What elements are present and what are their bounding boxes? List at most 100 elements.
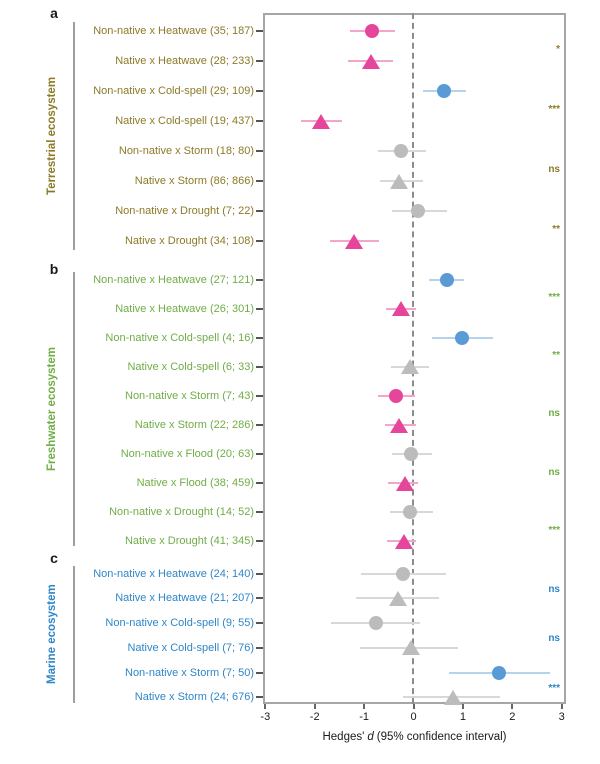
effect-marker-circle <box>410 204 425 219</box>
row-label: Non-native x Cold-spell (4; 16) <box>105 331 254 344</box>
row-label: Native x Drought (41; 345) <box>124 535 254 548</box>
row-label: Non-native x Heatwave (35; 187) <box>93 25 254 37</box>
x-axis-tick <box>412 704 415 709</box>
x-axis-title-suffix: (95% confidence interval) <box>376 731 507 743</box>
y-axis-tick <box>256 622 263 625</box>
row-label: Non-native x Heatwave (27; 121) <box>93 273 254 286</box>
ecosystem-bracket-marine <box>73 566 75 703</box>
y-axis-tick <box>256 336 263 339</box>
effect-marker-circle <box>393 144 408 159</box>
y-axis-tick <box>256 453 263 456</box>
y-axis-tick <box>256 180 263 183</box>
row-label: Non-native x Drought (14; 52) <box>109 506 254 519</box>
significance-label: *** <box>548 104 560 116</box>
panel-letter-b: b <box>49 261 59 277</box>
x-axis-title-prefix: Hedges' <box>322 731 365 743</box>
significance-label: *** <box>548 524 560 536</box>
row-label: Non-native x Cold-spell (29; 109) <box>93 85 254 98</box>
x-axis-tick <box>511 704 514 709</box>
x-axis-tick-label: -1 <box>359 711 369 723</box>
significance-label: ns <box>548 633 560 645</box>
effect-marker-circle <box>436 84 451 99</box>
x-axis-tick <box>363 704 366 709</box>
row-label: Native x Drought (34; 108) <box>124 235 254 248</box>
y-axis-tick <box>256 90 263 93</box>
row-label: Non-native x Flood (20; 63) <box>120 448 254 461</box>
row-label: Native x Cold-spell (7; 76) <box>127 641 254 654</box>
significance-label: *** <box>548 682 560 694</box>
plot-frame <box>263 13 566 704</box>
y-axis-tick <box>256 210 263 213</box>
y-axis-tick <box>256 540 263 543</box>
row-label: Native x Cold-spell (19; 437) <box>115 115 254 128</box>
effect-marker-triangle <box>390 173 409 189</box>
row-label: Native x Flood (38; 459) <box>136 477 254 490</box>
x-axis-title: Hedges' d (95% confidence interval) <box>263 731 566 743</box>
effect-marker-circle <box>402 505 417 520</box>
row-label: Native x Heatwave (28; 233) <box>115 55 254 68</box>
y-axis-tick <box>256 646 263 649</box>
row-label: Native x Heatwave (21; 207) <box>115 592 254 605</box>
significance-label: ns <box>548 466 560 478</box>
row-label: Native x Storm (24; 676) <box>134 691 254 704</box>
effect-marker-circle <box>492 665 507 680</box>
y-axis-tick <box>256 240 263 243</box>
significance-label: ** <box>552 350 560 362</box>
y-axis-tick <box>256 120 263 123</box>
y-axis-tick <box>256 150 263 153</box>
y-axis-tick <box>256 424 263 426</box>
effect-marker-triangle <box>390 417 409 433</box>
row-label: Non-native x Heatwave (24; 140) <box>93 567 254 580</box>
effect-marker-circle <box>395 566 410 581</box>
x-axis-tick <box>313 704 316 709</box>
row-label: Native x Storm (22; 286) <box>134 419 254 431</box>
effect-marker-triangle <box>396 475 415 491</box>
effect-marker-circle <box>454 330 469 345</box>
effect-marker-circle <box>439 272 454 287</box>
significance-label: ns <box>548 164 560 176</box>
effect-marker-triangle <box>392 301 411 317</box>
row-label: Non-native x Storm (18; 80) <box>118 145 254 158</box>
row-label: Non-native x Drought (7; 22) <box>115 205 254 218</box>
x-axis-tick-label: -3 <box>260 711 271 723</box>
effect-marker-triangle <box>401 359 420 375</box>
y-axis-tick <box>256 597 263 600</box>
effect-marker-triangle <box>345 233 364 249</box>
y-axis-tick <box>256 60 263 63</box>
panel-letter-a: a <box>50 5 58 21</box>
row-label: Non-native x Cold-spell (9; 55) <box>105 617 254 630</box>
row-label: Non-native x Storm (7; 50) <box>125 666 254 679</box>
row-label: Non-native x Storm (7; 43) <box>125 389 254 402</box>
zero-reference-line <box>412 13 414 704</box>
x-axis-tick <box>560 704 563 709</box>
ecosystem-bracket-terrestrial <box>73 22 75 250</box>
x-axis-tick <box>461 704 464 709</box>
x-axis-tick-label: 0 <box>410 711 417 723</box>
y-axis-tick <box>256 572 263 575</box>
x-axis-tick-label: -2 <box>309 711 320 723</box>
row-label: Native x Heatwave (26; 301) <box>115 302 254 315</box>
row-label: Native x Storm (86; 866) <box>134 175 254 188</box>
effect-marker-circle <box>368 616 383 631</box>
x-axis-tick-label: 2 <box>509 711 516 723</box>
effect-marker-triangle <box>443 689 462 705</box>
effect-marker-circle <box>365 24 379 38</box>
effect-marker-circle <box>403 447 418 462</box>
significance-label: ns <box>548 583 560 595</box>
effect-marker-triangle <box>394 533 413 549</box>
effect-marker-triangle <box>312 113 331 129</box>
effect-marker-circle <box>388 388 403 403</box>
y-axis-tick <box>256 671 263 674</box>
effect-marker-triangle <box>401 640 420 656</box>
significance-label: ns <box>548 408 560 420</box>
ecosystem-label-marine: Marine ecosystem <box>46 584 58 685</box>
effect-marker-triangle <box>361 53 380 69</box>
significance-label: *** <box>548 292 560 304</box>
x-axis-tick-label: 3 <box>558 711 565 723</box>
significance-label: * <box>556 44 560 56</box>
y-axis-tick <box>256 365 263 368</box>
panel-letter-c: c <box>50 550 58 566</box>
significance-label: ** <box>552 224 560 236</box>
y-axis-tick <box>256 482 263 485</box>
x-axis-tick-label: 1 <box>459 711 466 723</box>
